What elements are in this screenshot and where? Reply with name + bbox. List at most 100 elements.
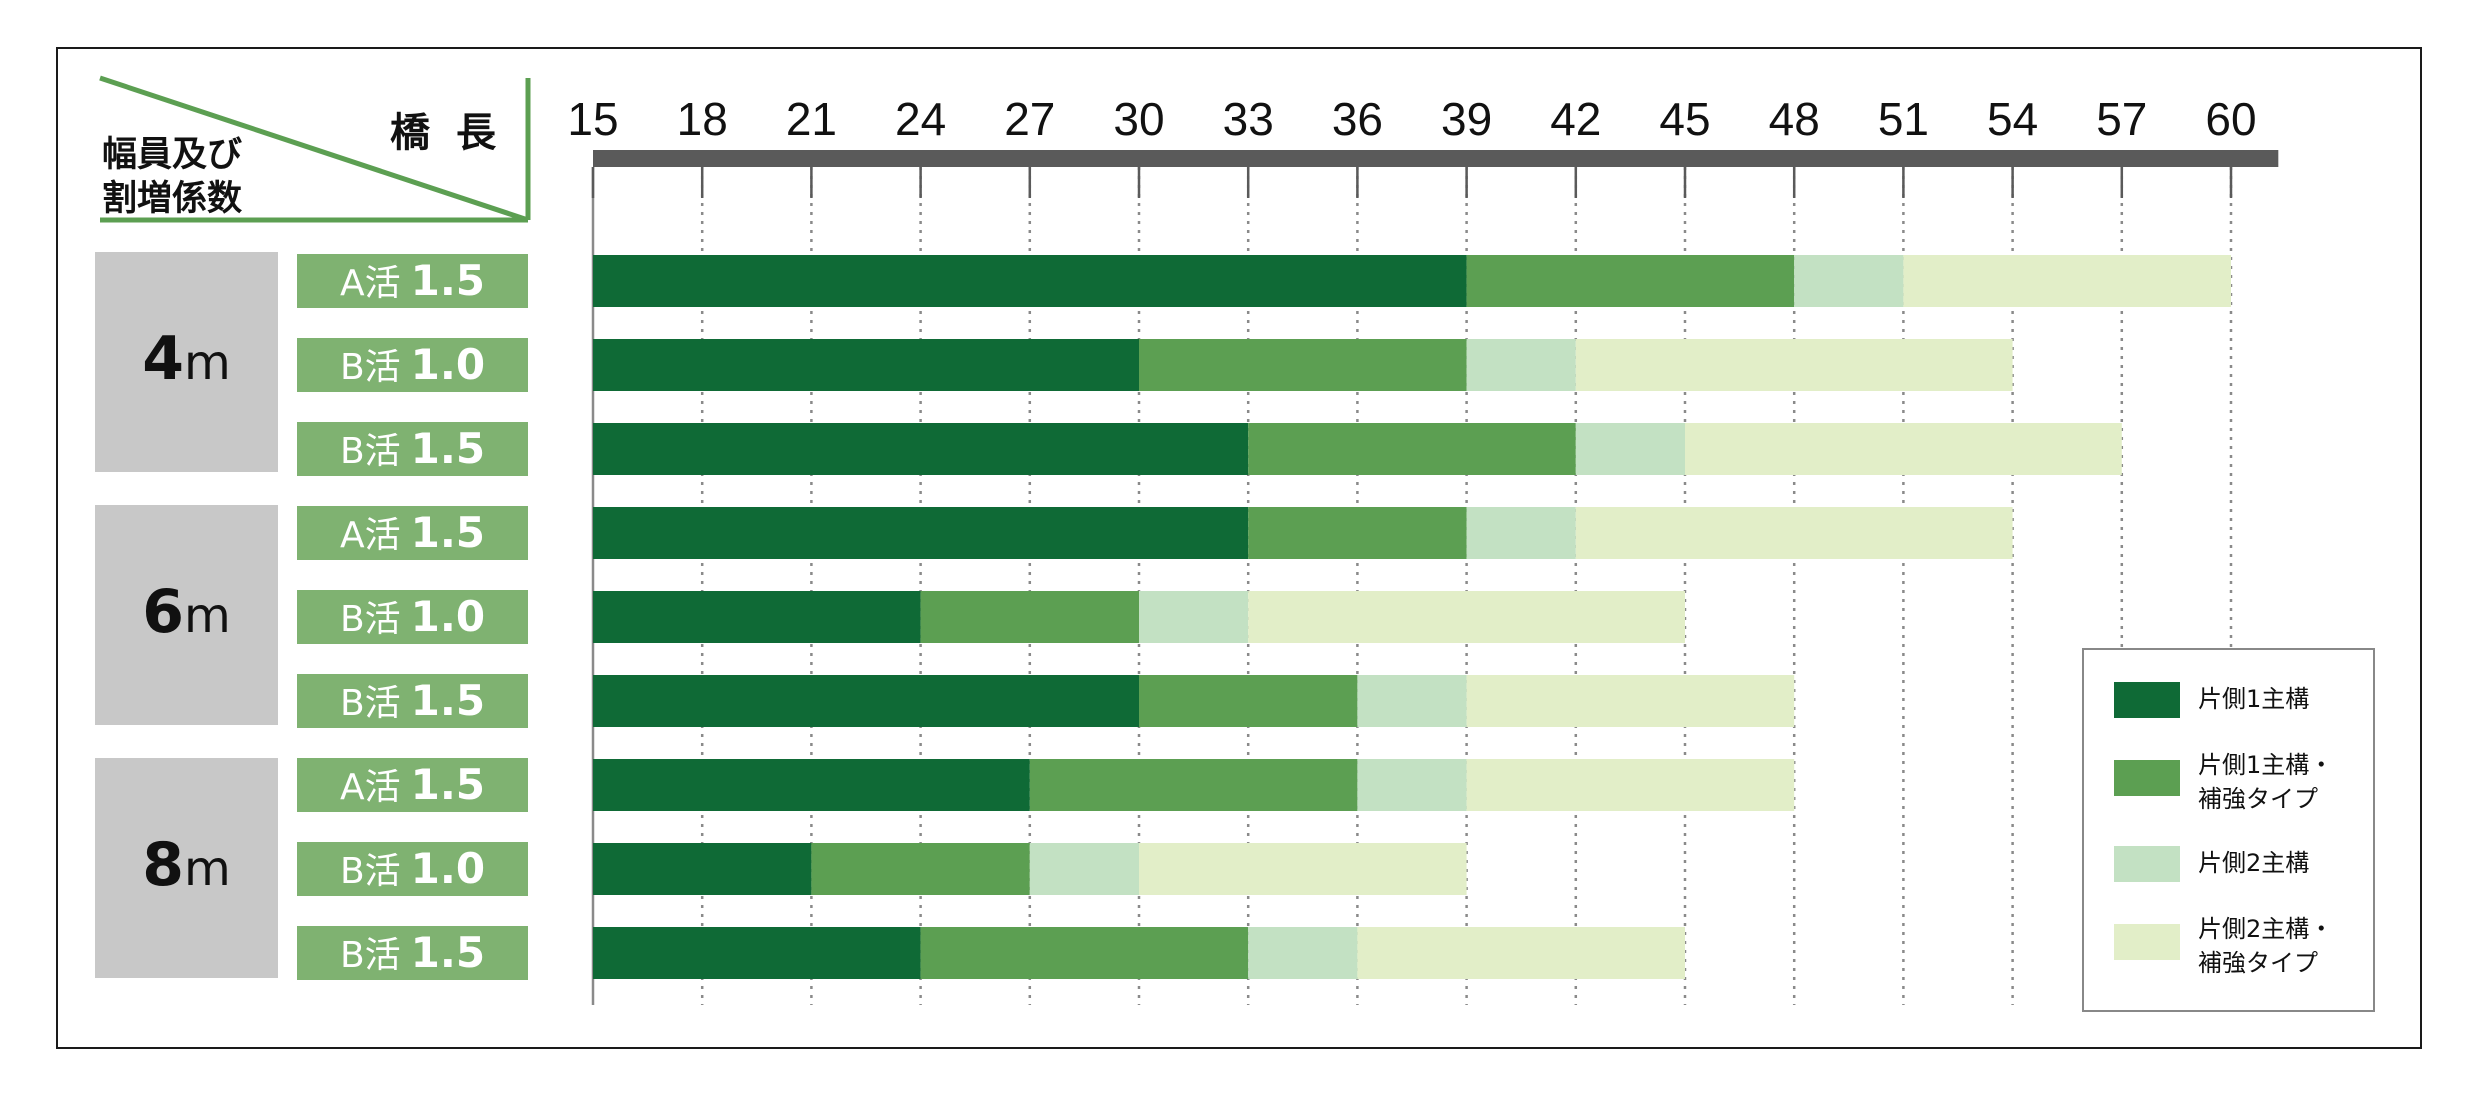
legend-label: 片側1主構 (2198, 685, 2310, 713)
extra-coefficient: 1.5 (410, 424, 486, 473)
row-label: B活 1.5 (297, 422, 528, 476)
bar-main1 (593, 255, 1467, 307)
x-axis: 15 18 21 24 27 30 33 36 39 42 45 48 51 54 57 60 (567, 93, 2279, 198)
group-width-unit: m (183, 841, 231, 897)
bar-main2 (1357, 759, 1467, 811)
extra-coefficient: 1.5 (410, 928, 486, 977)
bar-main1_reinforced (1139, 339, 1467, 391)
tick-label: 15 (567, 93, 618, 145)
bar-main2_reinforced (1575, 507, 2013, 559)
live-load-class: B活 (339, 347, 401, 388)
bar-main1 (593, 423, 1249, 475)
live-load-class: B活 (339, 851, 401, 892)
bar-main1_reinforced (920, 927, 1249, 979)
tick-label: 18 (677, 93, 728, 145)
bar-main1_reinforced (1248, 507, 1467, 559)
row-label: B活 1.5 (297, 674, 528, 728)
group-box (95, 505, 278, 725)
extra-coefficient: 1.5 (410, 256, 486, 305)
bar-main2_reinforced (1248, 591, 1685, 643)
bar-main1_reinforced (1248, 423, 1576, 475)
live-load-class: B活 (339, 683, 401, 724)
bar-main1 (593, 759, 1030, 811)
tick-label: 48 (1769, 93, 1820, 145)
header-corner (99, 75, 531, 223)
tick-label: 27 (1004, 93, 1055, 145)
group-box (95, 758, 278, 978)
bar-main1_reinforced (811, 843, 1030, 895)
extra-coefficient: 1.5 (410, 508, 486, 557)
legend-label: 片側2主構・ 補強タイプ (2198, 915, 2334, 977)
tick-label: 36 (1332, 93, 1383, 145)
extra-coefficient: 1.0 (410, 340, 486, 389)
tick-label: 24 (895, 93, 946, 145)
bar-main1 (593, 507, 1249, 559)
live-load-class: A活 (339, 767, 401, 808)
bar-main1_reinforced (1139, 675, 1358, 727)
bar-main2 (1466, 339, 1576, 391)
bar-main1_reinforced (1029, 759, 1358, 811)
row-label: B活 1.5 (297, 926, 528, 980)
tick-label: 42 (1550, 93, 1601, 145)
tick-label: 60 (2205, 93, 2256, 145)
bars-layer (593, 255, 2231, 979)
tick-label: 57 (2096, 93, 2147, 145)
bar-main2_reinforced (1903, 255, 2231, 307)
tick-label: 30 (1113, 93, 1164, 145)
legend-label: 片側1主構・ 補強タイプ (2198, 751, 2334, 813)
bar-main2_reinforced (1139, 843, 1467, 895)
bar-main1 (593, 927, 921, 979)
bar-main2 (1466, 507, 1576, 559)
chart-frame (56, 47, 2422, 1049)
extra-coefficient: 1.0 (410, 844, 486, 893)
live-load-class: B活 (339, 431, 401, 472)
width-coefficient-header: 幅員及び 割増係数 (102, 135, 243, 219)
tick-label: 21 (786, 93, 837, 145)
row-label: B活 1.0 (297, 590, 528, 644)
row-label: B活 1.0 (297, 842, 528, 896)
legend-label: 片側2主構 (2198, 849, 2310, 877)
bar-main2 (1575, 423, 1685, 475)
group-width-unit: m (183, 588, 231, 644)
extra-coefficient: 1.5 (410, 676, 486, 725)
row-label: A活 1.5 (297, 506, 528, 560)
legend-swatch (2114, 682, 2180, 718)
row-label: A活 1.5 (297, 254, 528, 308)
group-width-number: 8 (142, 830, 184, 900)
tick-label: 51 (1878, 93, 1929, 145)
axis-bar (593, 150, 2279, 167)
live-load-class: B活 (339, 935, 401, 976)
live-load-class: A活 (339, 263, 401, 304)
bar-main1 (593, 591, 921, 643)
tick-label: 39 (1441, 93, 1492, 145)
bar-main2 (1794, 255, 1904, 307)
tick-label: 45 (1659, 93, 1710, 145)
header-diagonal-line (99, 75, 529, 223)
bar-main1_reinforced (1466, 255, 1795, 307)
group-label: 4m (95, 324, 278, 394)
tick-label: 54 (1987, 93, 2038, 145)
row-label: A活 1.5 (297, 758, 528, 812)
legend-swatch (2114, 924, 2180, 960)
bar-main2 (1357, 675, 1467, 727)
bar-main2_reinforced (1575, 339, 2013, 391)
legend: 片側1主構片側1主構・ 補強タイプ片側2主構片側2主構・ 補強タイプ (2082, 648, 2375, 1012)
bar-main2 (1248, 927, 1358, 979)
row-label: B活 1.0 (297, 338, 528, 392)
group-box (95, 252, 278, 472)
extra-coefficient: 1.5 (410, 760, 486, 809)
bar-main2_reinforced (1357, 927, 1685, 979)
live-load-class: A活 (339, 515, 401, 556)
bar-main2_reinforced (1466, 759, 1795, 811)
bar-main1 (593, 675, 1139, 727)
legend-swatch (2114, 846, 2180, 882)
bar-main1 (593, 339, 1139, 391)
bar-main2 (1139, 591, 1249, 643)
bar-main1 (593, 843, 812, 895)
bar-main2 (1029, 843, 1139, 895)
bar-main2_reinforced (1466, 675, 1795, 727)
bar-main1_reinforced (920, 591, 1139, 643)
tick-label: 33 (1223, 93, 1274, 145)
bar-main2_reinforced (1685, 423, 2122, 475)
